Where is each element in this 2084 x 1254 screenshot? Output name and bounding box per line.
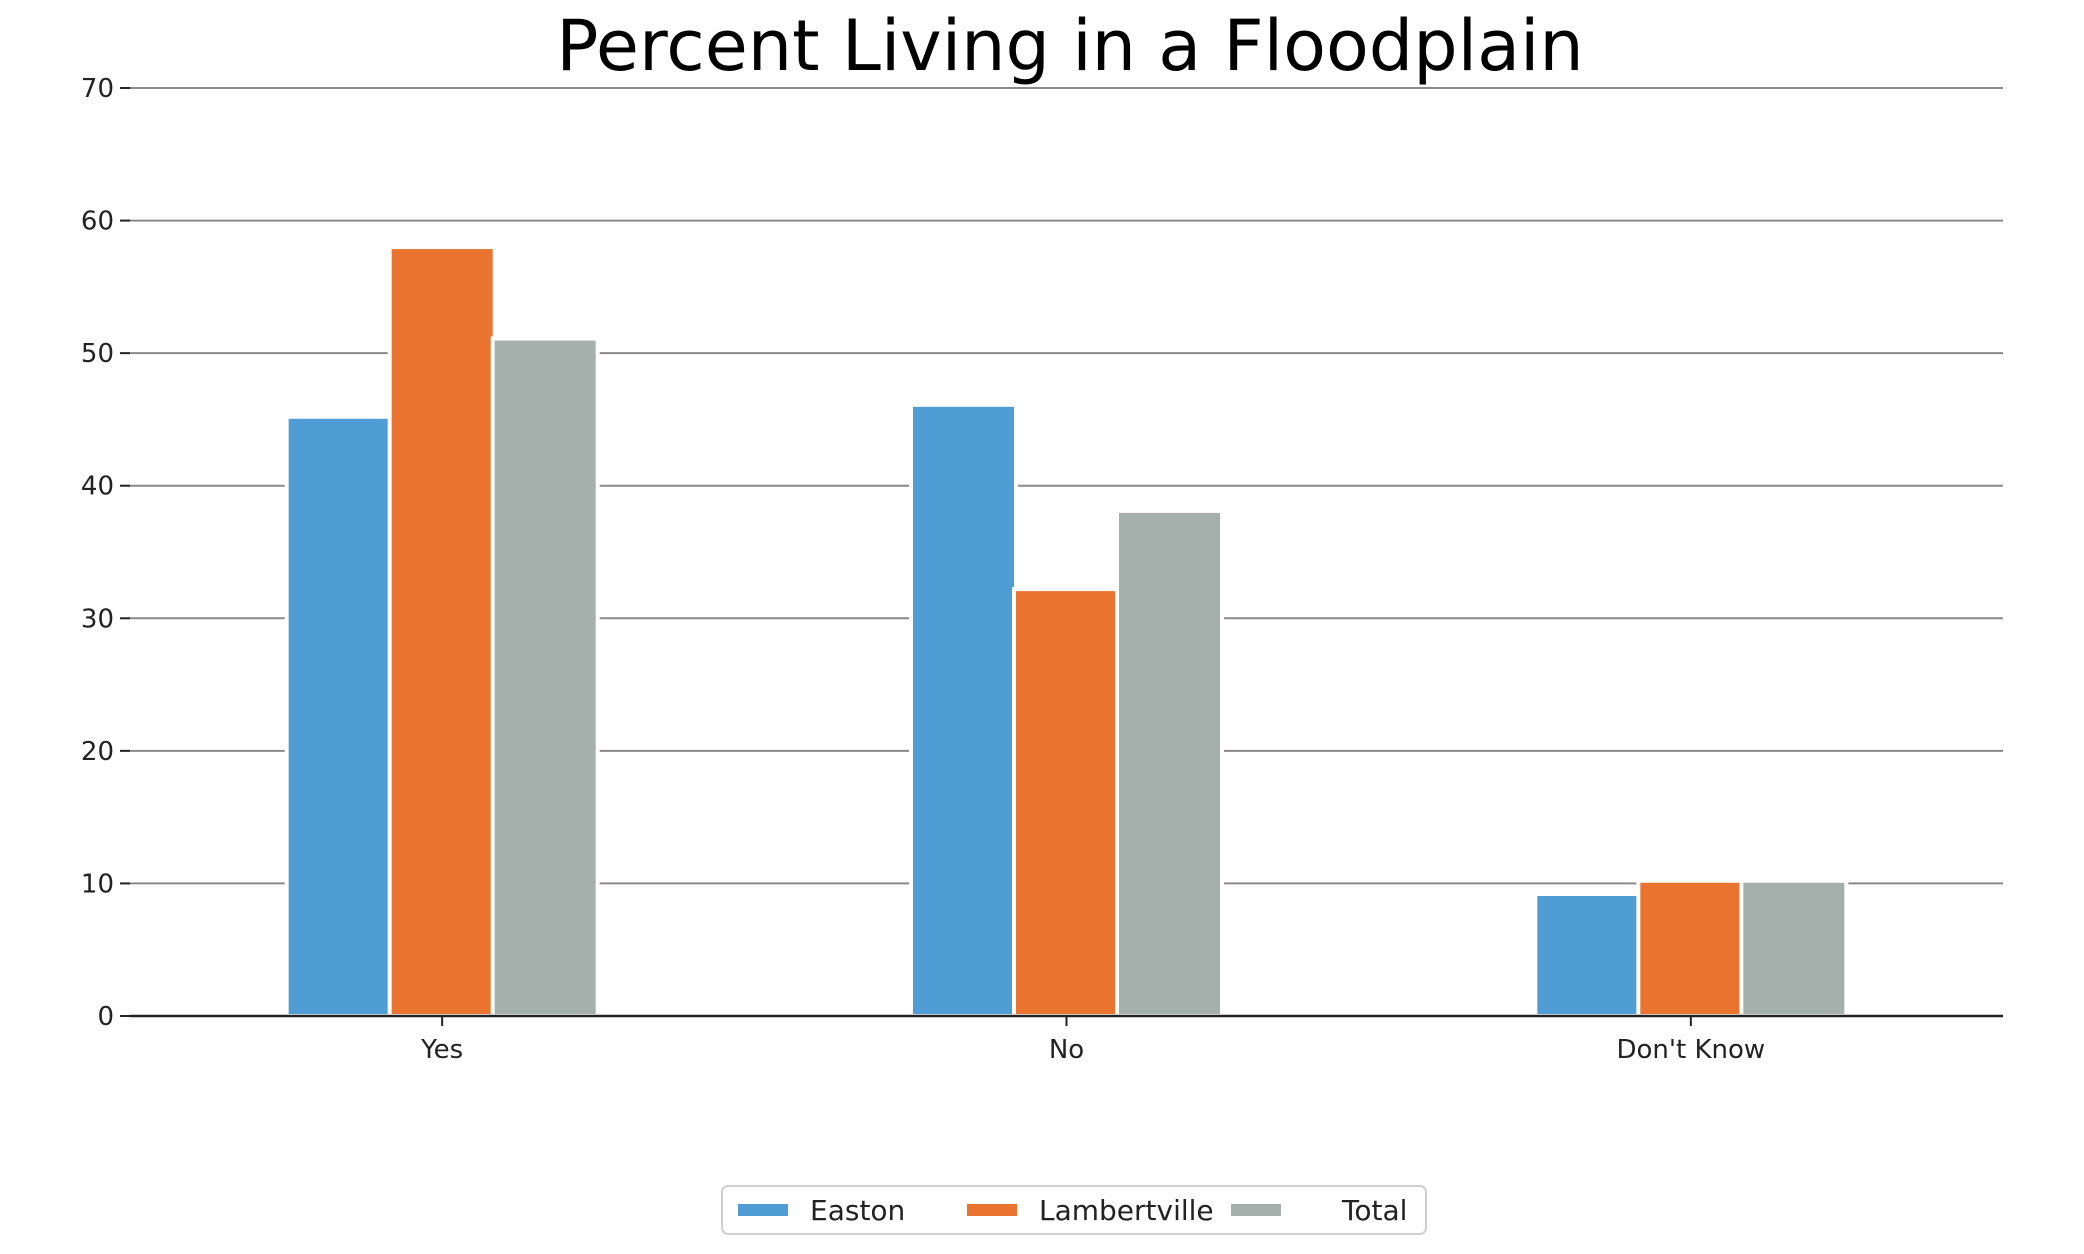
bar <box>490 336 600 1018</box>
y-tick-label: 20 <box>81 737 114 767</box>
legend-swatch <box>1231 1204 1281 1216</box>
legend-box <box>721 1185 1427 1235</box>
axes: 0 10 20 30 40 50 60 70 Yes No Don't Know <box>81 74 2003 1065</box>
legend-swatch <box>738 1204 788 1216</box>
bar <box>1636 878 1746 1018</box>
bar <box>1739 878 1849 1018</box>
y-tick-label: 30 <box>81 604 114 634</box>
legend: Easton Lambertville Total <box>721 1185 1427 1235</box>
legend-label: Lambertville <box>1039 1194 1214 1227</box>
y-tick-label: 50 <box>81 339 114 369</box>
y-tick-label: 10 <box>81 869 114 899</box>
bar <box>387 245 497 1018</box>
legend-swatch <box>967 1204 1017 1216</box>
legend-label: Easton <box>810 1194 905 1227</box>
y-tick-label: 40 <box>81 472 114 502</box>
chart-title: Percent Living in a Floodplain <box>556 5 1584 87</box>
x-tick-label: No <box>1049 1035 1084 1065</box>
x-tick-label: Don't Know <box>1616 1035 1765 1065</box>
y-tick-label: 60 <box>81 207 114 237</box>
bar <box>1012 587 1121 1019</box>
y-tick-label: 0 <box>97 1002 114 1032</box>
bar <box>1533 892 1643 1018</box>
bar <box>909 402 1018 1018</box>
bar <box>284 414 394 1018</box>
x-tick-label: Yes <box>420 1035 463 1065</box>
legend-label: Total <box>1341 1194 1407 1227</box>
y-tick-label: 70 <box>81 74 114 104</box>
bar <box>1115 508 1224 1018</box>
